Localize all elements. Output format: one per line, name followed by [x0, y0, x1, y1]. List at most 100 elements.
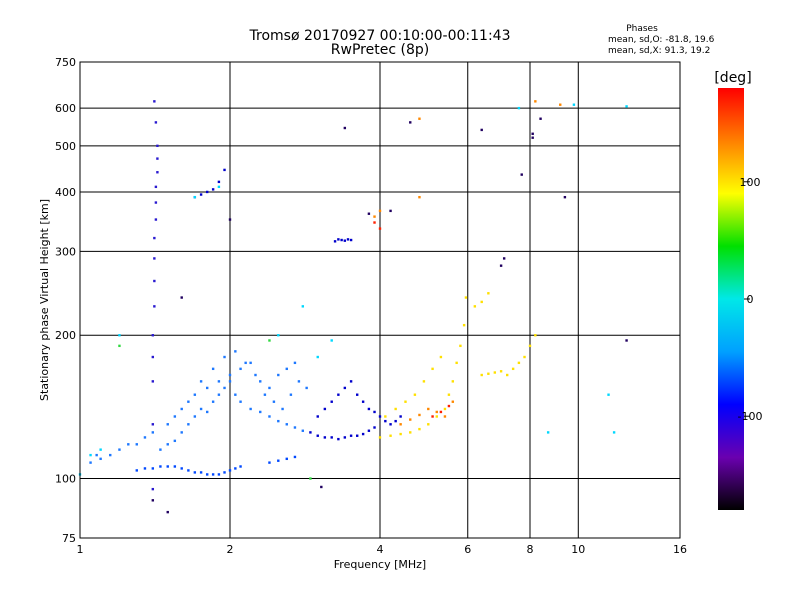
data-point — [435, 415, 438, 418]
colorbar-ticks: 100 0 -100 — [738, 176, 763, 423]
data-point — [546, 431, 550, 434]
data-point — [399, 415, 402, 418]
data-point — [180, 467, 183, 470]
data-point — [217, 185, 221, 189]
data-point — [447, 393, 451, 396]
data-point — [135, 443, 138, 446]
data-point — [193, 471, 197, 474]
colorbar-tick-label: -100 — [738, 410, 763, 423]
data-point — [493, 371, 497, 374]
data-point — [166, 465, 169, 468]
data-point — [193, 393, 197, 396]
data-point — [464, 296, 468, 299]
data-point — [211, 367, 215, 371]
data-point — [127, 443, 130, 446]
data-point — [340, 238, 343, 242]
data-point — [234, 350, 237, 353]
data-point — [418, 195, 421, 199]
data-point — [389, 423, 392, 426]
data-point — [459, 344, 462, 348]
data-point — [166, 423, 169, 426]
data-point — [439, 410, 443, 414]
data-point — [607, 393, 610, 396]
data-point — [153, 257, 156, 260]
data-point — [399, 432, 402, 436]
data-point — [367, 212, 371, 215]
data-point — [309, 431, 312, 434]
data-point — [443, 415, 447, 418]
grid-lines — [80, 62, 680, 538]
data-point — [217, 180, 221, 184]
data-point — [378, 227, 382, 230]
x-tick-label: 6 — [464, 543, 471, 556]
data-point — [343, 436, 347, 439]
data-point — [409, 121, 412, 124]
data-point — [156, 144, 159, 148]
data-point — [301, 305, 305, 308]
data-point — [431, 367, 434, 371]
data-point — [409, 431, 412, 434]
chart-subtitle: RwPretec (8p) — [331, 42, 429, 58]
data-point — [373, 215, 376, 218]
data-point — [228, 218, 232, 221]
data-point — [297, 380, 301, 383]
data-point — [151, 423, 155, 426]
x-axis-ticks: 1 2 4 6 8 10 16 — [77, 543, 688, 556]
data-point — [223, 471, 226, 474]
data-point — [293, 426, 297, 429]
data-point — [367, 429, 371, 432]
data-point — [612, 431, 616, 434]
data-point — [361, 400, 365, 403]
data-point — [422, 380, 426, 383]
data-point — [487, 372, 490, 375]
data-point — [418, 413, 421, 417]
y-axis-label: Stationary phase Virtual Height [km] — [38, 199, 51, 401]
data-point — [151, 467, 155, 470]
data-point — [151, 431, 155, 434]
data-point — [205, 190, 209, 194]
data-point — [455, 361, 458, 365]
data-point — [173, 439, 177, 443]
data-point — [337, 238, 340, 241]
data-point — [228, 380, 232, 383]
data-point — [193, 195, 197, 199]
data-point — [268, 415, 271, 418]
data-point — [180, 296, 183, 299]
data-point — [159, 448, 162, 451]
data-point — [499, 370, 503, 373]
data-point — [180, 431, 183, 434]
data-point — [193, 415, 197, 418]
data-point — [153, 305, 156, 308]
data-point — [517, 361, 521, 365]
data-point — [337, 393, 340, 396]
data-point — [389, 434, 392, 437]
x-tick-label: 1 — [77, 543, 84, 556]
data-point — [534, 100, 537, 103]
data-point — [99, 448, 102, 451]
data-point — [211, 400, 215, 403]
data-point — [268, 386, 271, 390]
colorbar-tick-label: 0 — [747, 293, 754, 306]
data-point — [539, 117, 542, 120]
data-point — [389, 209, 392, 213]
data-point — [156, 157, 159, 160]
phases-x-line: mean, sd,X: 91.3, 19.2 — [608, 46, 710, 56]
data-point — [355, 393, 359, 396]
data-point — [384, 415, 387, 418]
data-point — [480, 300, 483, 304]
data-point — [361, 432, 365, 436]
plot-frame — [79, 61, 681, 539]
data-point — [404, 400, 407, 403]
data-point — [409, 418, 412, 421]
data-point — [349, 380, 353, 383]
data-point — [180, 407, 183, 411]
data-point — [89, 461, 92, 464]
data-point — [244, 361, 247, 365]
data-point — [330, 339, 333, 342]
data-point — [249, 407, 252, 411]
x-tick-label: 8 — [527, 543, 534, 556]
data-point — [154, 185, 158, 189]
data-point — [223, 355, 226, 359]
data-point — [305, 386, 308, 390]
